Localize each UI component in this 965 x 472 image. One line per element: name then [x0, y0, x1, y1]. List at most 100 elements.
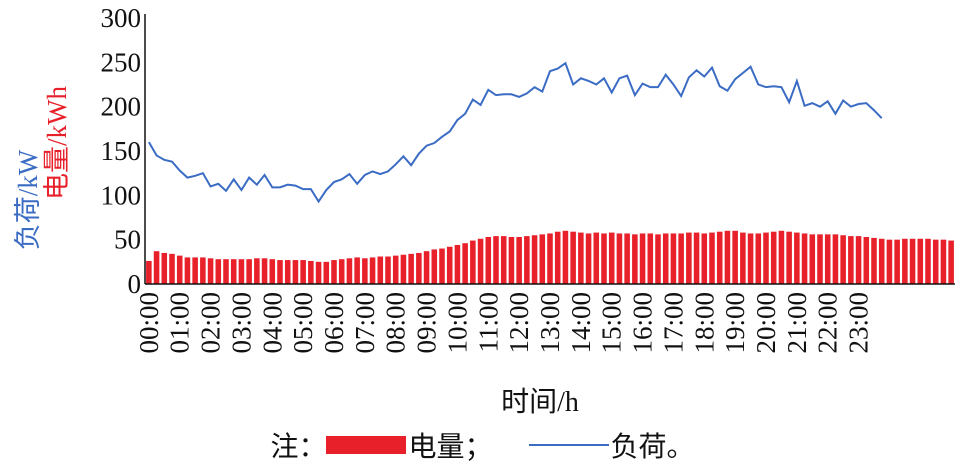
energy-bar: [578, 232, 584, 284]
energy-bar: [632, 234, 638, 284]
energy-bar: [863, 237, 870, 284]
x-tick-label: 13:00: [535, 292, 565, 354]
energy-bars: [146, 230, 954, 284]
x-tick-label: 19:00: [720, 292, 750, 354]
y-tick-label: 200: [101, 92, 142, 122]
y-tick-label: 50: [114, 225, 141, 255]
energy-bar: [277, 260, 283, 284]
y-tick-label: 300: [101, 3, 142, 33]
y-axis-label-load: 负荷/kW: [13, 149, 43, 250]
energy-bar: [462, 243, 468, 284]
energy-bar: [909, 238, 916, 284]
energy-bar: [547, 233, 553, 284]
energy-bar: [392, 255, 399, 284]
energy-bar: [832, 234, 839, 284]
energy-bar: [848, 236, 854, 284]
legend: 注： 电量； 负荷。: [0, 422, 965, 468]
energy-bar: [871, 237, 877, 284]
x-tick-label: 14:00: [566, 292, 596, 354]
energy-bar: [153, 251, 160, 284]
x-tick-label: 03:00: [226, 292, 256, 354]
x-tick-label: 08:00: [381, 292, 411, 354]
energy-bar: [439, 248, 445, 284]
energy-bar: [215, 259, 222, 284]
energy-bar: [840, 235, 846, 284]
energy-bar: [377, 256, 384, 284]
energy-bar: [477, 238, 484, 284]
energy-bar: [284, 260, 291, 284]
x-tick-label: 07:00: [350, 292, 380, 354]
energy-bar: [346, 258, 353, 284]
energy-bar: [817, 234, 823, 284]
energy-bar: [261, 258, 268, 284]
energy-bar: [755, 233, 762, 284]
x-tick-label: 05:00: [288, 292, 318, 354]
x-axis-ticks: 00:00 01:00 02:00 03:00 04:00 05:00 06:00 07:00…: [134, 292, 874, 354]
energy-bar: [338, 259, 345, 284]
x-tick-label: 21:00: [782, 292, 812, 354]
energy-bar: [238, 259, 245, 284]
energy-bar: [308, 260, 314, 284]
legend-bar-label: 电量；: [408, 432, 493, 463]
energy-bar: [948, 240, 954, 284]
energy-bar: [902, 238, 908, 284]
energy-bar: [794, 232, 800, 284]
energy-bar: [254, 258, 260, 284]
energy-bar: [516, 237, 522, 284]
x-tick-label: 20:00: [751, 292, 781, 354]
energy-bar: [709, 232, 715, 284]
energy-bar: [423, 251, 430, 284]
energy-bar: [894, 239, 900, 284]
energy-bar: [809, 234, 816, 284]
energy-bar: [292, 260, 299, 284]
legend-bar-swatch: [326, 436, 407, 454]
energy-bar: [616, 233, 623, 284]
y-tick-label: 150: [101, 136, 142, 166]
energy-bar: [747, 233, 754, 284]
energy-bar: [693, 232, 700, 284]
energy-bar: [855, 236, 862, 284]
energy-bar: [493, 236, 499, 284]
energy-bar: [323, 261, 330, 284]
y-axis-label-energy: 电量/kWh: [42, 86, 72, 200]
y-tick-label: 100: [101, 180, 142, 210]
energy-bar: [192, 257, 198, 284]
energy-bar: [354, 257, 360, 284]
energy-bar: [169, 253, 175, 284]
energy-bar: [770, 231, 777, 284]
energy-bar: [500, 236, 507, 284]
energy-bar: [176, 255, 183, 284]
energy-bar: [200, 257, 206, 284]
y-axis-ticks: 0 50 100 150 200 250 300: [101, 3, 142, 299]
x-tick-label: 11:00: [473, 292, 503, 353]
energy-bar: [508, 237, 515, 284]
energy-bar: [593, 232, 600, 284]
y-tick-label: 250: [101, 47, 142, 77]
legend-line-label: 负荷。: [610, 432, 695, 463]
energy-bar: [446, 246, 453, 284]
x-tick-label: 10:00: [442, 292, 472, 354]
y-tick-label: 0: [128, 269, 142, 299]
energy-bar: [246, 259, 252, 284]
energy-bar: [932, 239, 939, 284]
x-tick-label: 06:00: [319, 292, 349, 354]
energy-bar: [940, 239, 947, 284]
x-tick-label: 00:00: [134, 292, 164, 354]
energy-bar: [740, 232, 746, 284]
energy-bar: [431, 249, 438, 284]
energy-bar: [416, 252, 422, 284]
energy-bar: [454, 244, 461, 284]
energy-bar: [485, 237, 492, 284]
energy-bar: [763, 232, 769, 284]
x-tick-label: 01:00: [165, 292, 195, 354]
energy-bar: [570, 231, 576, 284]
energy-bar: [230, 259, 237, 284]
energy-bar: [639, 233, 646, 284]
energy-bar: [531, 235, 538, 284]
x-tick-label: 17:00: [658, 292, 688, 354]
energy-bar: [408, 253, 414, 284]
energy-bar: [223, 259, 229, 284]
energy-bar: [608, 232, 615, 284]
legend-line-swatch: [528, 444, 609, 446]
energy-bar: [778, 230, 785, 284]
